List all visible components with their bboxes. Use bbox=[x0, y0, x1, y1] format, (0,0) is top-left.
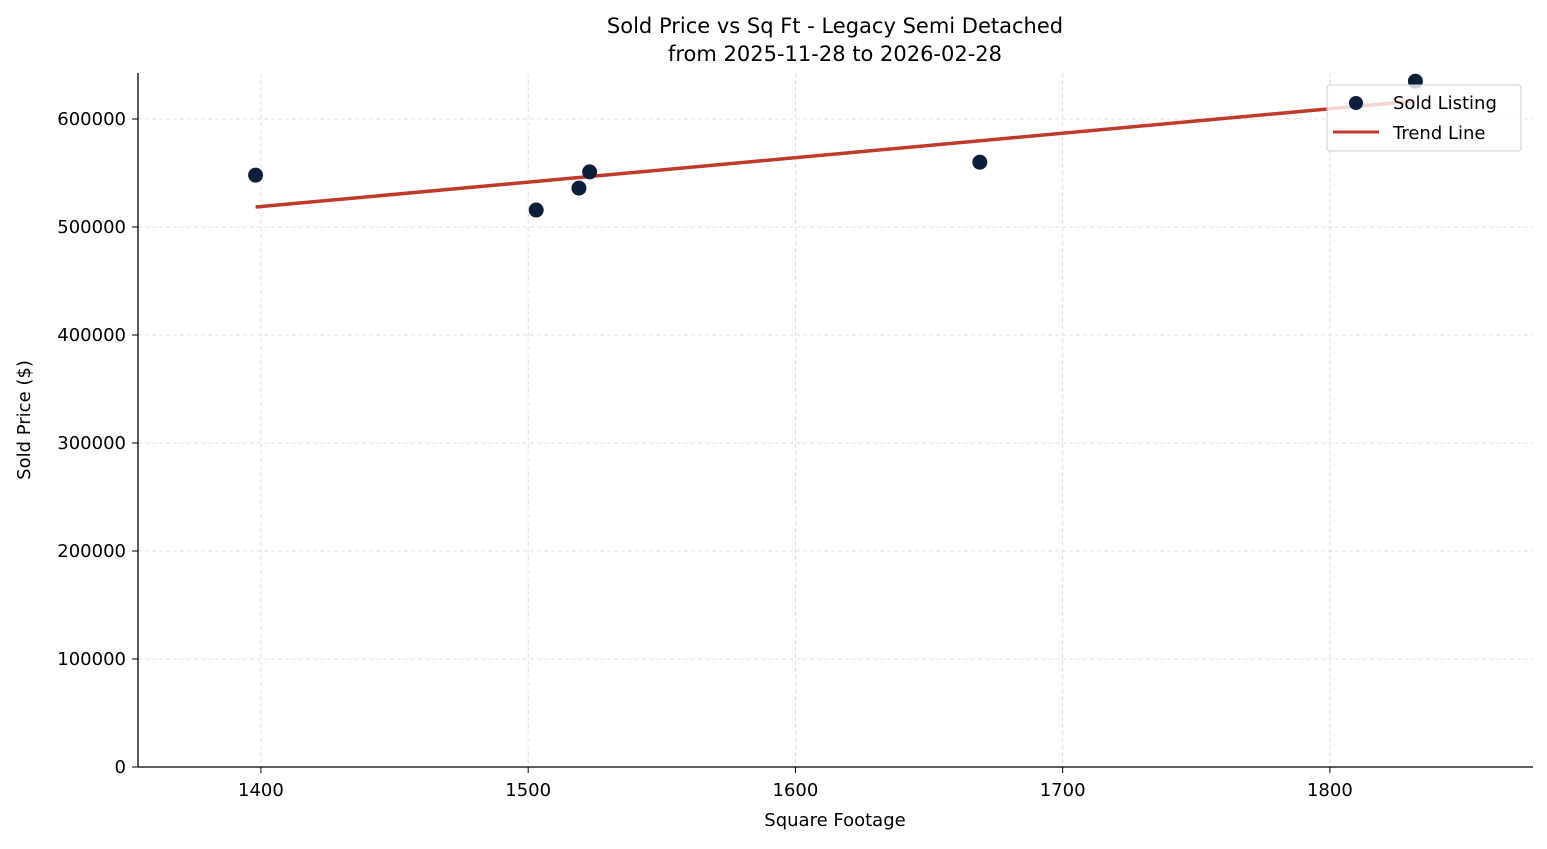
chart-title: Sold Price vs Sq Ft - Legacy Semi Detach… bbox=[607, 14, 1063, 38]
y-tick-label: 400000 bbox=[57, 325, 126, 346]
x-tick-label: 1400 bbox=[238, 780, 284, 801]
y-tick-label: 600000 bbox=[57, 109, 126, 130]
data-point bbox=[528, 202, 544, 218]
data-point bbox=[571, 180, 587, 196]
y-tick-label: 200000 bbox=[57, 541, 126, 562]
data-point bbox=[972, 154, 988, 170]
y-tick-label: 300000 bbox=[57, 433, 126, 454]
legend-box bbox=[1326, 84, 1522, 152]
x-tick-label: 1500 bbox=[505, 780, 551, 801]
grid bbox=[138, 73, 1533, 767]
legend-label-sold-listing: Sold Listing bbox=[1393, 93, 1497, 114]
x-tick-label: 1800 bbox=[1307, 780, 1353, 801]
ticks: 1400 1500 1600 1700 1800 0 100000 200000 300000 4… bbox=[57, 109, 1353, 801]
trend-line bbox=[255, 99, 1416, 209]
legend-marker-sold-listing bbox=[1349, 96, 1363, 110]
y-tick-label: 0 bbox=[115, 757, 126, 778]
marks bbox=[248, 73, 1423, 218]
x-tick-label: 1600 bbox=[773, 780, 819, 801]
legend: Sold Listing Trend Line bbox=[1326, 84, 1522, 152]
y-tick-label: 100000 bbox=[57, 649, 126, 670]
data-point bbox=[248, 167, 264, 183]
data-point bbox=[582, 164, 598, 180]
y-axis-label: Sold Price ($) bbox=[14, 360, 35, 480]
y-tick-label: 500000 bbox=[57, 217, 126, 238]
x-tick-label: 1700 bbox=[1040, 780, 1086, 801]
chart-subtitle: from 2025-11-28 to 2026-02-28 bbox=[668, 42, 1002, 66]
legend-label-trend-line: Trend Line bbox=[1392, 123, 1486, 144]
x-axis-label: Square Footage bbox=[764, 810, 905, 831]
